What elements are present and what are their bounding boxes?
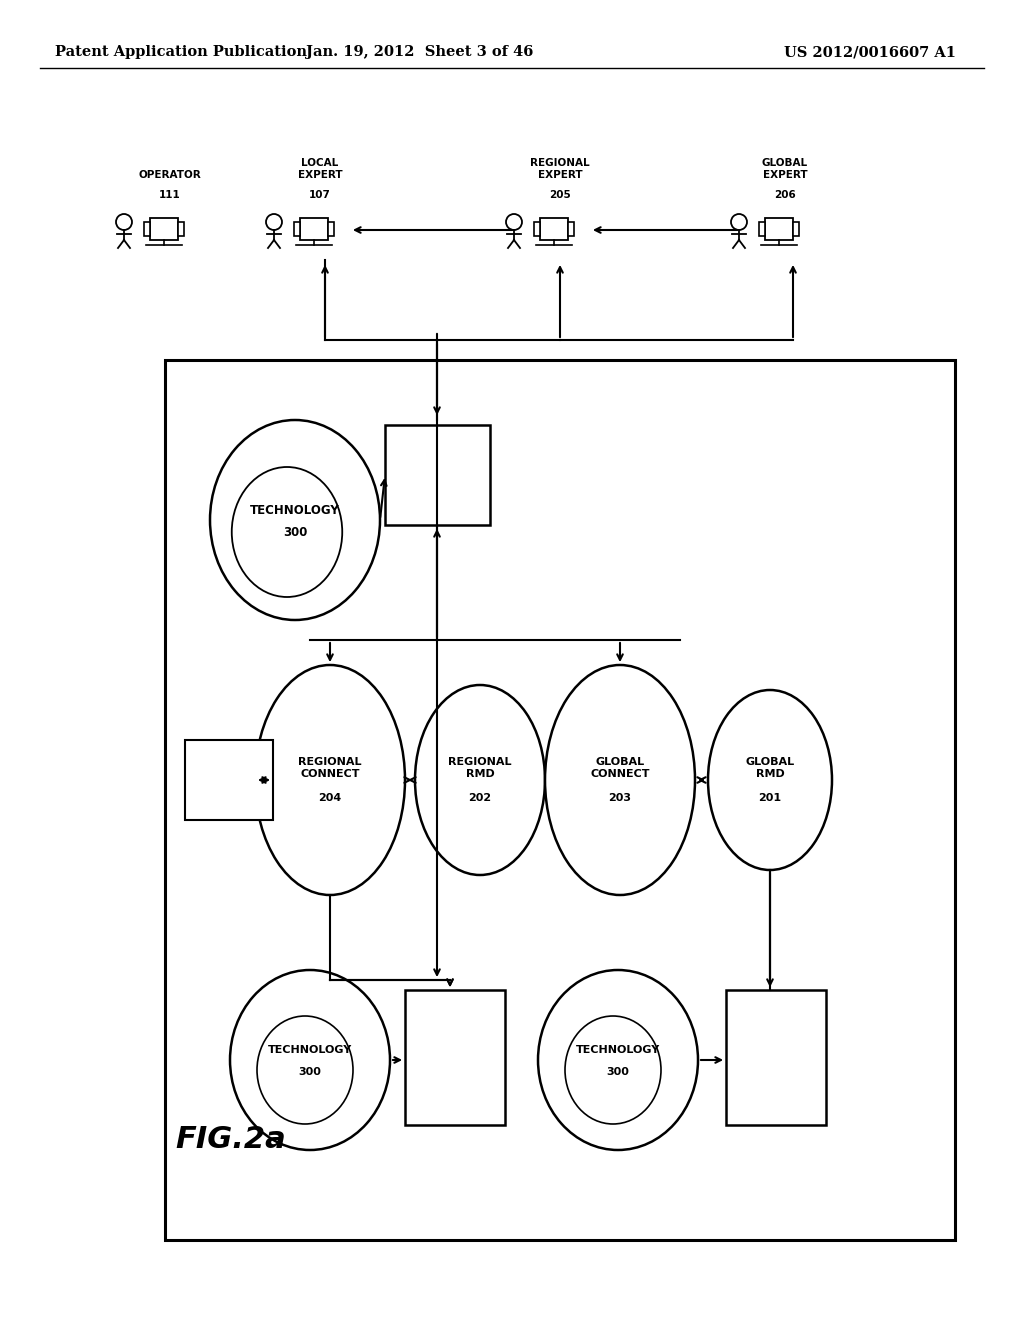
Ellipse shape bbox=[545, 665, 695, 895]
Circle shape bbox=[506, 214, 522, 230]
Ellipse shape bbox=[255, 665, 406, 895]
Text: 201: 201 bbox=[759, 793, 781, 803]
Text: CONNECT: CONNECT bbox=[746, 1035, 806, 1045]
Ellipse shape bbox=[210, 420, 380, 620]
Text: 300: 300 bbox=[606, 1067, 630, 1077]
Bar bbox=[759, 222, 765, 236]
Bar bbox=[300, 218, 328, 240]
Text: 111: 111 bbox=[159, 190, 181, 201]
Text: 300: 300 bbox=[299, 1067, 322, 1077]
Bar bbox=[540, 218, 568, 240]
Text: CUSTOMER: CUSTOMER bbox=[195, 767, 264, 777]
Ellipse shape bbox=[231, 467, 342, 597]
Text: 204: 204 bbox=[318, 793, 342, 803]
Text: REGIONAL
RMD: REGIONAL RMD bbox=[449, 758, 512, 779]
Text: 100: 100 bbox=[217, 787, 241, 797]
Ellipse shape bbox=[538, 970, 698, 1150]
Text: TECHNOLOGY: TECHNOLOGY bbox=[268, 1045, 352, 1055]
Bar bbox=[385, 425, 490, 525]
Text: OPERATOR: OPERATOR bbox=[138, 170, 202, 180]
Bar bbox=[406, 990, 505, 1125]
Text: Patent Application Publication: Patent Application Publication bbox=[55, 45, 307, 59]
Text: US 2012/0016607 A1: US 2012/0016607 A1 bbox=[784, 45, 956, 59]
Text: REGIONAL
CONNECT: REGIONAL CONNECT bbox=[298, 758, 361, 779]
Text: TECHNOLOGY: TECHNOLOGY bbox=[575, 1045, 660, 1055]
Text: CONNECT: CONNECT bbox=[425, 1035, 484, 1045]
Text: TECHNOLOGY: TECHNOLOGY bbox=[250, 503, 340, 516]
Text: REGIONAL
EXPERT: REGIONAL EXPERT bbox=[530, 158, 590, 180]
Text: LOCAL
EXPERT: LOCAL EXPERT bbox=[298, 158, 342, 180]
Bar bbox=[793, 222, 799, 236]
Text: 205: 205 bbox=[549, 190, 570, 201]
Text: 206: 206 bbox=[774, 190, 796, 201]
Bar bbox=[568, 222, 574, 236]
Ellipse shape bbox=[415, 685, 545, 875]
Text: 300: 300 bbox=[283, 525, 307, 539]
Circle shape bbox=[116, 214, 132, 230]
Text: GLOBAL
CONNECT: GLOBAL CONNECT bbox=[590, 758, 650, 779]
Bar bbox=[144, 222, 150, 236]
Bar bbox=[165, 360, 955, 1239]
Text: 230: 230 bbox=[425, 495, 450, 507]
Text: 202: 202 bbox=[468, 793, 492, 803]
Text: SERVER: SERVER bbox=[752, 1055, 801, 1065]
Text: REGIONAL: REGIONAL bbox=[423, 1015, 486, 1026]
Bar bbox=[294, 222, 300, 236]
Circle shape bbox=[731, 214, 746, 230]
Text: Jan. 19, 2012  Sheet 3 of 46: Jan. 19, 2012 Sheet 3 of 46 bbox=[306, 45, 534, 59]
Bar bbox=[534, 222, 540, 236]
Circle shape bbox=[266, 214, 282, 230]
Text: 210: 210 bbox=[765, 1077, 787, 1086]
Ellipse shape bbox=[708, 690, 831, 870]
Text: 107: 107 bbox=[309, 190, 331, 201]
Ellipse shape bbox=[257, 1016, 353, 1125]
Ellipse shape bbox=[565, 1016, 662, 1125]
Text: CONNECT: CONNECT bbox=[406, 458, 469, 471]
Text: GLOBAL: GLOBAL bbox=[752, 1015, 801, 1026]
Text: FIG.2a: FIG.2a bbox=[175, 1126, 286, 1155]
Text: GLOBAL
RMD: GLOBAL RMD bbox=[745, 758, 795, 779]
Bar bbox=[185, 741, 273, 820]
Text: 203: 203 bbox=[608, 793, 632, 803]
Bar bbox=[150, 218, 178, 240]
Bar bbox=[765, 218, 793, 240]
Bar bbox=[178, 222, 184, 236]
Ellipse shape bbox=[230, 970, 390, 1150]
Bar bbox=[726, 990, 826, 1125]
Text: 220: 220 bbox=[443, 1077, 467, 1086]
Bar bbox=[328, 222, 334, 236]
Text: GLOBAL
EXPERT: GLOBAL EXPERT bbox=[762, 158, 808, 180]
Text: GUI: GUI bbox=[426, 477, 450, 490]
Text: SERVER: SERVER bbox=[430, 1055, 479, 1065]
